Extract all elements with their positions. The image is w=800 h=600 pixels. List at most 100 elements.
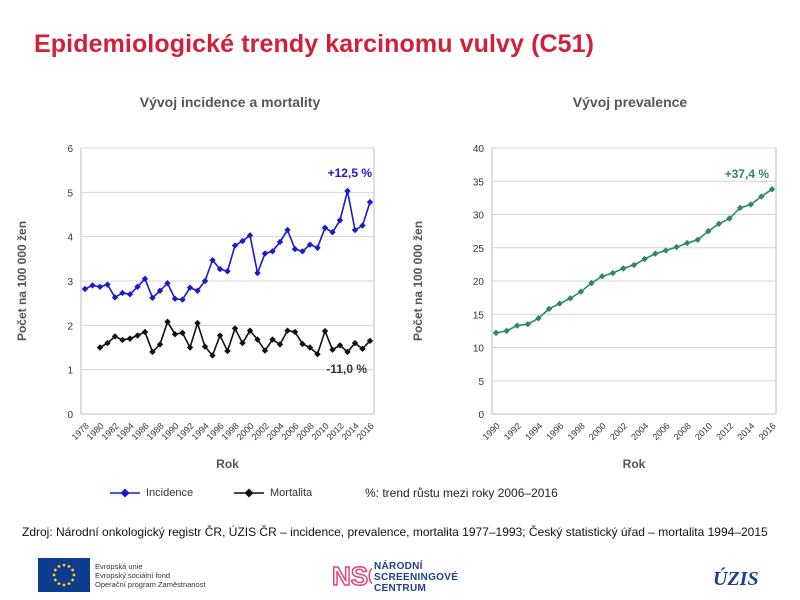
- trend-annotation: +12,5 %: [328, 166, 373, 180]
- legend-mortality: Mortalita: [234, 487, 312, 499]
- data-point-mortalita: [366, 337, 374, 345]
- data-point-series-0: [588, 279, 595, 287]
- y-tick-label: 25: [473, 244, 485, 255]
- data-point-incidence: [329, 229, 336, 236]
- data-point-incidence: [284, 226, 291, 234]
- data-point-incidence: [186, 284, 194, 291]
- x-tick-label: 1994: [523, 421, 544, 442]
- data-point-incidence: [351, 226, 359, 234]
- eu-star: [71, 578, 75, 582]
- x-tick-label: 2000: [587, 421, 608, 442]
- data-point-series-0: [673, 243, 680, 251]
- data-point-incidence: [209, 256, 216, 264]
- data-point-mortalita: [171, 331, 179, 338]
- x-tick-label: 1996: [544, 421, 565, 442]
- data-point-incidence: [104, 281, 111, 288]
- y-tick-label: 0: [67, 410, 73, 421]
- data-point-series-0: [535, 315, 542, 322]
- data-point-incidence: [246, 232, 254, 239]
- incidence-mortality-chart: 0123456197819801982198419861988199019921…: [15, 144, 376, 471]
- data-point-incidence: [201, 277, 209, 285]
- data-point-series-0: [758, 193, 765, 200]
- y-tick-label: 0: [478, 410, 484, 421]
- x-tick-label: 1990: [481, 421, 502, 442]
- x-tick-label: 1998: [566, 421, 587, 442]
- data-point-incidence: [81, 285, 89, 293]
- data-point-incidence: [179, 296, 186, 303]
- x-tick-label: 2012: [714, 421, 735, 442]
- series-line-incidence: [84, 190, 371, 301]
- x-tick-label: 2006: [650, 421, 671, 442]
- eu-line-1: Evropská unie: [95, 562, 143, 571]
- data-point-mortalita: [359, 345, 366, 353]
- data-point-mortalita: [306, 344, 314, 351]
- source-note: Zdroj: Národní onkologický registr ČR, Ú…: [22, 525, 768, 539]
- data-point-mortalita: [141, 328, 149, 336]
- y-tick-label: 20: [473, 277, 485, 288]
- trend-annotation: +37,4 %: [725, 167, 770, 181]
- data-point-mortalita: [246, 327, 254, 334]
- nsc-logo-text: NÁRODNÍ SCREENINGOVÉ CENTRUM: [374, 561, 458, 594]
- data-point-incidence: [89, 282, 96, 289]
- data-point-mortalita: [231, 325, 239, 332]
- data-point-mortalita: [344, 348, 351, 356]
- data-point-mortalita: [321, 327, 329, 335]
- data-point-mortalita: [134, 332, 141, 339]
- data-point-mortalita: [111, 333, 119, 340]
- data-point-mortalita: [119, 336, 126, 344]
- data-point-mortalita: [164, 318, 171, 325]
- y-tick-label: 4: [67, 233, 73, 244]
- eu-star: [52, 573, 56, 577]
- data-point-incidence: [306, 241, 314, 248]
- data-point-incidence: [141, 275, 149, 282]
- data-point-mortalita: [104, 339, 111, 347]
- data-point-incidence: [291, 245, 299, 253]
- data-point-mortalita: [201, 343, 209, 350]
- data-point-incidence: [261, 250, 269, 257]
- data-point-series-0: [630, 261, 638, 269]
- data-point-mortalita: [186, 344, 194, 351]
- x-tick-label: 1992: [502, 421, 523, 442]
- data-point-series-0: [503, 327, 510, 335]
- x-tick-label: 2016: [355, 421, 376, 442]
- data-point-mortalita: [291, 328, 299, 336]
- data-point-incidence: [156, 287, 164, 294]
- data-point-incidence: [254, 269, 261, 277]
- data-point-incidence: [314, 244, 321, 251]
- y-tick-label: 6: [67, 144, 73, 155]
- y-tick-label: 2: [67, 321, 73, 332]
- data-point-mortalita: [276, 341, 284, 348]
- x-tick-label: 2002: [608, 421, 629, 442]
- data-point-incidence: [239, 237, 246, 245]
- data-point-incidence: [126, 291, 134, 298]
- data-point-incidence: [276, 238, 284, 246]
- data-point-series-0: [620, 265, 627, 272]
- data-point-mortalita: [126, 335, 134, 342]
- nsc-line-1: NÁRODNÍ: [374, 561, 423, 572]
- x-tick-label: 2004: [629, 421, 650, 442]
- trend-annotation: -11,0 %: [326, 362, 367, 376]
- nsc-line-2: SCREENINGOVÉ: [374, 572, 459, 583]
- y-tick-label: 30: [473, 211, 485, 222]
- data-point-incidence: [171, 295, 179, 302]
- data-point-mortalita: [96, 344, 104, 351]
- data-point-series-0: [683, 239, 691, 247]
- eu-star: [57, 582, 61, 586]
- y-tick-label: 1: [67, 366, 73, 377]
- y-tick-label: 15: [473, 310, 485, 321]
- data-point-mortalita: [179, 329, 186, 337]
- y-axis-title: Počet na 100 000 žen: [15, 221, 29, 341]
- x-tick-label: 2008: [672, 421, 693, 442]
- data-point-series-0: [715, 220, 723, 228]
- data-point-incidence: [366, 198, 374, 206]
- eu-star: [62, 583, 66, 587]
- eu-line-2: Evropský sociální fond: [95, 571, 171, 580]
- data-point-mortalita: [336, 342, 344, 349]
- data-point-mortalita: [149, 348, 156, 356]
- uzis-logo: ÚZIS: [713, 568, 759, 590]
- eu-line-3: Operační program Zaměstnanost: [95, 580, 206, 589]
- series-line-series-0: [495, 188, 773, 334]
- data-point-mortalita: [224, 347, 231, 355]
- data-point-series-0: [768, 186, 776, 193]
- data-point-mortalita: [254, 336, 261, 343]
